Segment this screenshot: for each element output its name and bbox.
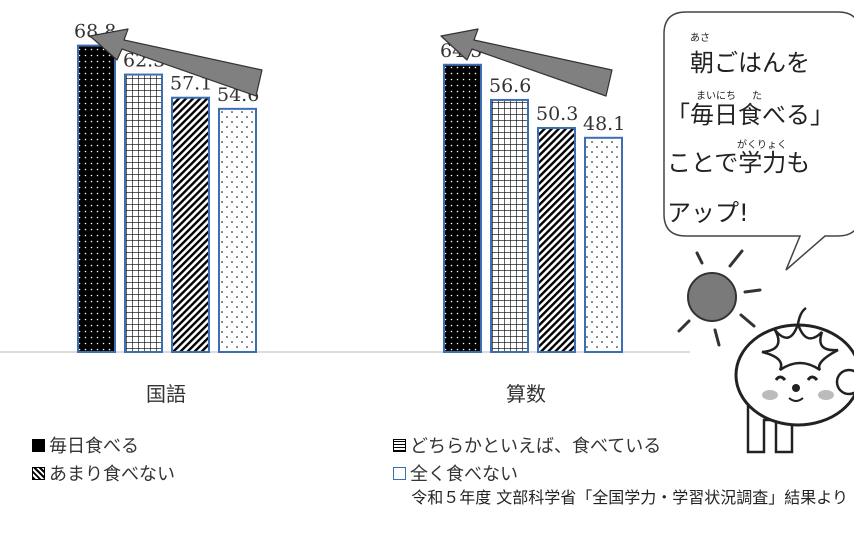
bar xyxy=(171,96,210,354)
legend-item: 毎日食べる xyxy=(31,432,139,458)
bar xyxy=(537,126,576,353)
bubble-line-4: アップ! xyxy=(667,199,749,227)
bar xyxy=(124,73,163,353)
bar xyxy=(490,98,529,353)
bar xyxy=(584,136,623,353)
legend-label: どちらかといえば、食べている xyxy=(410,436,662,457)
sun-icon xyxy=(677,249,762,347)
legend-item: 全く食べない xyxy=(393,460,518,486)
category-label: 算数 xyxy=(506,382,546,406)
bubble-line-3: ことで学力も xyxy=(667,149,810,177)
legend-swatch xyxy=(393,438,406,452)
tomato-character-icon xyxy=(734,306,854,454)
legend-label: 全く食べない xyxy=(410,464,518,485)
bubble-ruby-gakuryoku: がくりょく xyxy=(737,138,787,151)
bars-layer: 68.862.357.154.664.556.650.348.1 xyxy=(74,21,625,354)
legend-swatch xyxy=(32,466,45,480)
bubble-ruby-ta: た xyxy=(752,90,762,102)
legend-swatch xyxy=(31,437,46,453)
legend-label: あまり食べない xyxy=(49,464,175,485)
bubble-line-1: 朝ごはんを xyxy=(690,49,810,77)
trend-arrow-sansu xyxy=(440,28,613,97)
legend-label: 毎日食べる xyxy=(49,436,139,457)
speech-bubble xyxy=(663,11,854,271)
value-label: 56.6 xyxy=(489,75,531,97)
legend-swatch xyxy=(393,466,406,480)
bubble-ruby-asa: あさ xyxy=(690,32,710,44)
bar xyxy=(443,63,482,353)
bar xyxy=(218,107,257,353)
category-label: 国語 xyxy=(146,382,186,406)
value-label: 48.1 xyxy=(583,113,625,135)
legend-item: どちらかといえば、食べている xyxy=(393,432,661,458)
source-note: 令和５年度 文部科学省「全国学力・学習状況調査」結果より xyxy=(411,488,848,507)
bar xyxy=(77,44,116,354)
trend-arrow-kokugo xyxy=(89,28,263,97)
legend-item: あまり食べない xyxy=(32,460,175,486)
value-label: 50.3 xyxy=(536,103,578,125)
bubble-ruby-mainichi: まいにち xyxy=(696,90,736,102)
bubble-line-2: 「毎日食べる」 xyxy=(666,101,834,129)
value-label: 57.1 xyxy=(170,73,212,95)
